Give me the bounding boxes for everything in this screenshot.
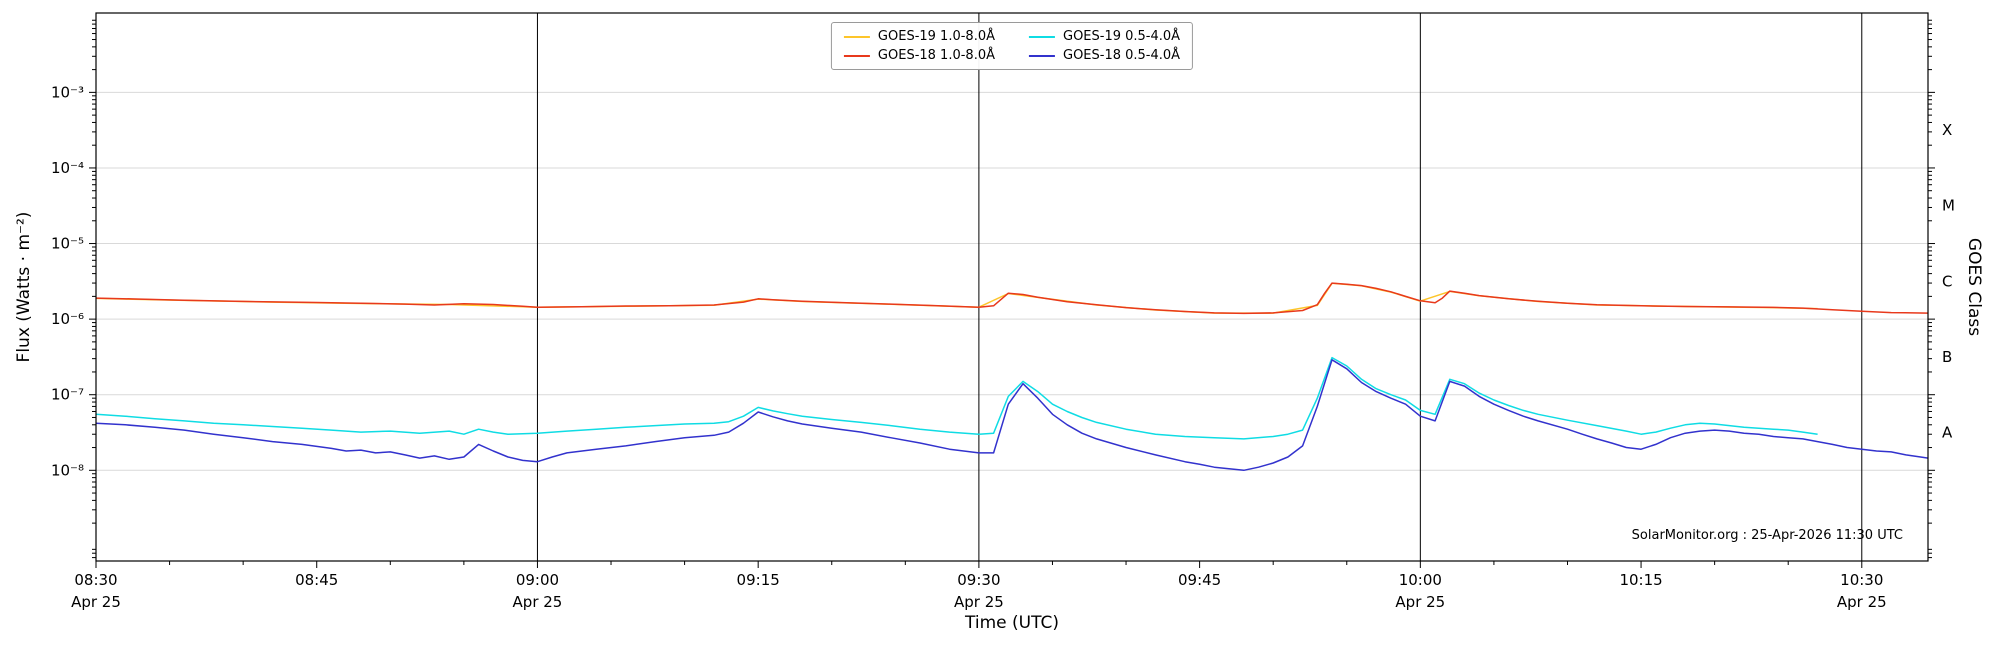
- goes-class-letter: C: [1942, 272, 1952, 290]
- series-goes19-short: [95, 356, 1818, 440]
- flux-axis-title: Flux (Watts · m⁻²): [14, 211, 34, 363]
- y-tick-label: 10⁻⁴: [51, 159, 84, 177]
- x-tick-label: 09:45: [1178, 571, 1221, 589]
- legend-label-goes18-long: GOES-18 1.0-8.0Å: [877, 48, 995, 63]
- y-tick-label: 10⁻⁷: [51, 386, 84, 404]
- x-tick-date-label: Apr 25: [71, 593, 121, 611]
- legend-item-goes18-short: GOES-18 0.5-4.0Å: [1029, 48, 1180, 63]
- x-tick-date-label: Apr 25: [1837, 593, 1887, 611]
- x-tick-label: 08:30: [74, 571, 117, 589]
- x-tick-label: 10:00: [1399, 571, 1442, 589]
- legend-label-goes19-short: GOES-19 0.5-4.0Å: [1063, 29, 1181, 44]
- time-axis-title: Time (UTC): [965, 613, 1059, 633]
- y-tick-label: 10⁻⁶: [51, 310, 84, 328]
- series-goes19-long: [95, 282, 1818, 314]
- legend-label-goes19-long: GOES-19 1.0-8.0Å: [877, 29, 995, 44]
- goes-class-axis-title: GOES Class: [1964, 237, 1984, 337]
- watermark-text: SolarMonitor.org : 25-Apr-2026 11:30 UTC: [1631, 528, 1903, 543]
- series-goes18-short: [95, 359, 1929, 472]
- legend-item-goes19-short: GOES-19 0.5-4.0Å: [1029, 29, 1180, 44]
- axis-ticks: [89, 19, 1935, 568]
- y-tick-label: 10⁻⁸: [51, 461, 84, 479]
- x-tick-label: 08:45: [295, 571, 338, 589]
- legend-swatch-goes19-long: [843, 35, 870, 38]
- x-tick-date-label: Apr 25: [1395, 593, 1445, 611]
- legend-item-goes18-long: GOES-18 1.0-8.0Å: [843, 48, 995, 63]
- x-tick-label: 10:15: [1619, 571, 1662, 589]
- goes-class-letter: X: [1942, 121, 1952, 139]
- x-tick-label: 09:15: [737, 571, 780, 589]
- plot-border: [95, 12, 1929, 562]
- goes-class-letter: B: [1942, 348, 1952, 366]
- legend-label-goes18-short: GOES-18 0.5-4.0Å: [1063, 48, 1181, 63]
- legend-swatch-goes18-long: [843, 54, 870, 57]
- y-tick-label: 10⁻³: [51, 83, 84, 101]
- x-tick-label: 10:30: [1840, 571, 1883, 589]
- goes-class-letter: A: [1942, 424, 1953, 442]
- x-tick-date-label: Apr 25: [954, 593, 1004, 611]
- series-goes18-long: [95, 282, 1929, 315]
- decade-gridlines: [96, 91, 1928, 471]
- legend: GOES-19 1.0-8.0Å GOES-18 1.0-8.0Å GOES-19 …: [830, 22, 1194, 70]
- y-tick-label: 10⁻⁵: [51, 235, 84, 253]
- legend-swatch-goes18-short: [1029, 54, 1055, 57]
- hour-boundary-lines: [536, 13, 1863, 561]
- x-tick-label: 09:30: [957, 571, 1000, 589]
- goes-class-letter: M: [1942, 197, 1955, 215]
- legend-item-goes19-long: GOES-19 1.0-8.0Å: [843, 29, 995, 44]
- x-tick-date-label: Apr 25: [513, 593, 563, 611]
- legend-swatch-goes19-short: [1029, 35, 1055, 38]
- x-tick-label: 09:00: [516, 571, 559, 589]
- tick-labels: 08:30 Apr 25 08:45 09:00 Apr 25 09:15 09:30 Apr…: [51, 83, 1955, 611]
